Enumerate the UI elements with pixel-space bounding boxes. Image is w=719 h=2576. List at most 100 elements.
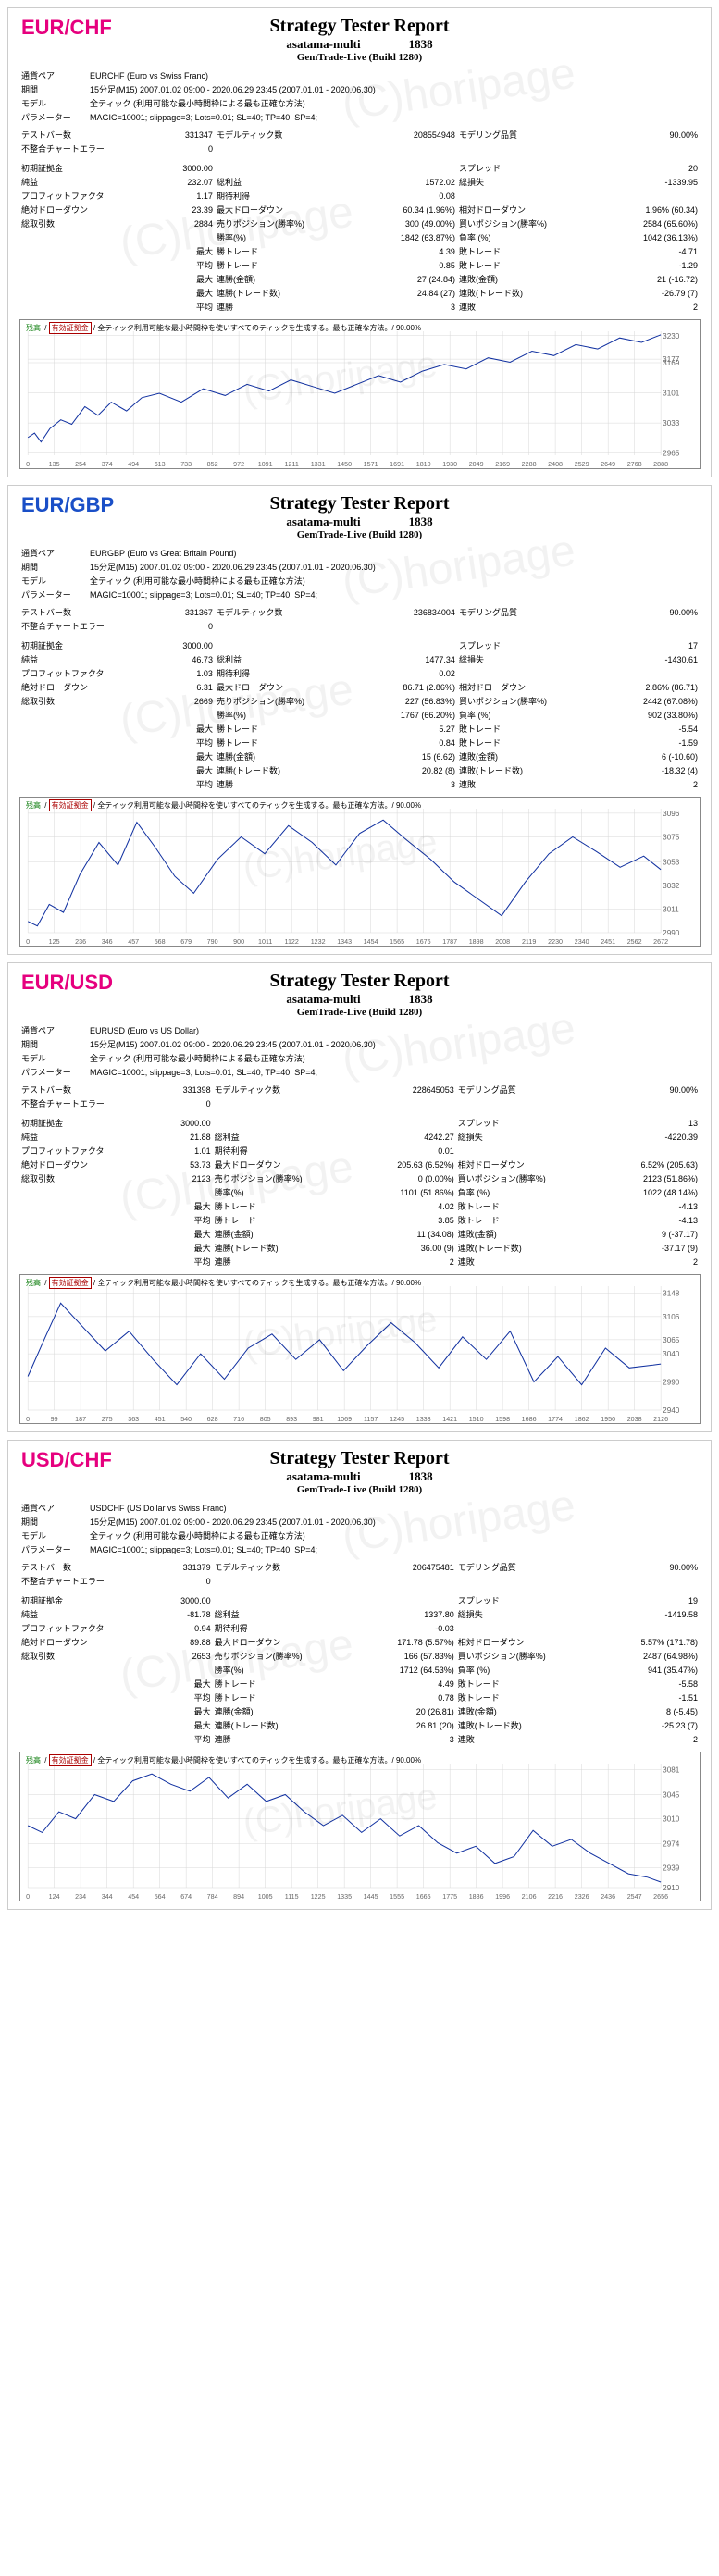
svg-text:275: 275 [102, 1417, 113, 1423]
svg-text:2451: 2451 [601, 939, 615, 946]
stats-table: テストバー数331367モデルティック数236834004モデリング品質90.0… [19, 605, 700, 791]
svg-text:363: 363 [128, 1417, 139, 1423]
svg-text:457: 457 [128, 939, 139, 946]
svg-text:3177: 3177 [663, 355, 680, 364]
svg-text:1069: 1069 [337, 1417, 352, 1423]
svg-text:3033: 3033 [663, 419, 680, 427]
svg-text:374: 374 [102, 462, 113, 468]
svg-text:1565: 1565 [390, 939, 404, 946]
svg-text:613: 613 [155, 462, 166, 468]
svg-text:1343: 1343 [337, 939, 352, 946]
svg-text:2008: 2008 [495, 939, 510, 946]
svg-text:1005: 1005 [258, 1894, 273, 1901]
svg-text:716: 716 [233, 1417, 244, 1423]
svg-text:0: 0 [26, 462, 30, 468]
svg-text:1686: 1686 [522, 1417, 537, 1423]
report-title: Strategy Tester Report [19, 971, 700, 992]
svg-text:1333: 1333 [416, 1417, 431, 1423]
svg-text:2547: 2547 [627, 1894, 642, 1901]
svg-text:679: 679 [180, 939, 192, 946]
svg-text:494: 494 [128, 462, 139, 468]
svg-text:2119: 2119 [522, 939, 536, 946]
svg-text:1211: 1211 [285, 462, 299, 468]
svg-text:2049: 2049 [469, 462, 484, 468]
stats-table: テストバー数331398モデルティック数228645053モデリング品質90.0… [19, 1083, 700, 1269]
svg-text:2768: 2768 [627, 462, 642, 468]
svg-text:790: 790 [207, 939, 218, 946]
svg-text:234: 234 [75, 1894, 86, 1901]
svg-text:1011: 1011 [258, 939, 272, 946]
svg-text:1775: 1775 [442, 1894, 457, 1901]
svg-text:2990: 2990 [663, 1379, 680, 1387]
svg-text:1454: 1454 [364, 939, 378, 946]
svg-text:1245: 1245 [390, 1417, 404, 1423]
svg-text:2656: 2656 [653, 1894, 668, 1901]
svg-text:1335: 1335 [337, 1894, 352, 1901]
svg-text:1232: 1232 [311, 939, 326, 946]
svg-text:3101: 3101 [663, 390, 680, 398]
svg-text:187: 187 [75, 1417, 86, 1423]
svg-text:2649: 2649 [601, 462, 615, 468]
stats-table: テストバー数331347モデルティック数208554948モデリング品質90.0… [19, 128, 700, 314]
svg-text:0: 0 [26, 1894, 30, 1901]
equity-chart: 残高 / 有効証拠金 / 全ティック利用可能な最小時間枠を使いすべてのティックを… [19, 319, 701, 469]
svg-text:1450: 1450 [337, 462, 352, 468]
info-table: 通貨ペアUSDCHF (US Dollar vs Swiss Franc) 期間… [19, 1501, 700, 1556]
svg-text:1331: 1331 [311, 462, 326, 468]
svg-text:2216: 2216 [548, 1894, 563, 1901]
svg-text:346: 346 [102, 939, 113, 946]
svg-text:1571: 1571 [364, 462, 378, 468]
svg-text:2436: 2436 [601, 1894, 615, 1901]
svg-text:451: 451 [155, 1417, 166, 1423]
svg-text:1091: 1091 [258, 462, 273, 468]
svg-text:2326: 2326 [575, 1894, 589, 1901]
svg-text:3011: 3011 [663, 905, 679, 913]
svg-text:1898: 1898 [469, 939, 484, 946]
svg-text:2910: 2910 [663, 1884, 680, 1892]
svg-text:3096: 3096 [663, 810, 680, 818]
report-title: Strategy Tester Report [19, 16, 700, 37]
svg-text:628: 628 [207, 1417, 218, 1423]
info-table: 通貨ペアEURUSD (Euro vs US Dollar) 期間15分足(M1… [19, 1023, 700, 1079]
pair-label: USD/CHF [21, 1448, 112, 1472]
svg-text:733: 733 [180, 462, 192, 468]
svg-text:1676: 1676 [416, 939, 431, 946]
report-title: Strategy Tester Report [19, 493, 700, 514]
svg-text:1157: 1157 [364, 1417, 378, 1423]
svg-text:540: 540 [180, 1417, 192, 1423]
svg-text:2888: 2888 [653, 462, 668, 468]
strategy-report: (C)horipage (C)horipage USD/CHF Strategy… [7, 1440, 712, 1910]
svg-text:2965: 2965 [663, 450, 680, 458]
svg-text:894: 894 [233, 1894, 244, 1901]
svg-text:236: 236 [75, 939, 86, 946]
svg-text:852: 852 [207, 462, 218, 468]
report-build: GemTrade-Live (Build 1280) [19, 1007, 700, 1018]
report-title: Strategy Tester Report [19, 1448, 700, 1469]
svg-text:2288: 2288 [522, 462, 537, 468]
svg-text:2038: 2038 [627, 1417, 642, 1423]
svg-text:1950: 1950 [601, 1417, 615, 1423]
stats-table: テストバー数331379モデルティック数206475481モデリング品質90.0… [19, 1560, 700, 1746]
svg-text:893: 893 [286, 1417, 297, 1423]
svg-text:1421: 1421 [442, 1417, 457, 1423]
svg-text:1665: 1665 [416, 1894, 431, 1901]
svg-text:2562: 2562 [627, 939, 642, 946]
svg-text:568: 568 [155, 939, 166, 946]
svg-text:1555: 1555 [390, 1894, 404, 1901]
svg-text:2940: 2940 [663, 1406, 680, 1415]
svg-text:2974: 2974 [663, 1839, 680, 1848]
svg-text:2672: 2672 [653, 939, 668, 946]
svg-text:3032: 3032 [663, 882, 680, 890]
svg-text:1774: 1774 [548, 1417, 563, 1423]
svg-text:1122: 1122 [285, 939, 299, 946]
svg-text:2169: 2169 [495, 462, 510, 468]
svg-text:784: 784 [207, 1894, 218, 1901]
svg-text:1930: 1930 [442, 462, 457, 468]
svg-text:1510: 1510 [469, 1417, 484, 1423]
svg-text:454: 454 [128, 1894, 139, 1901]
svg-text:1691: 1691 [390, 462, 404, 468]
svg-text:1862: 1862 [575, 1417, 589, 1423]
svg-text:3053: 3053 [663, 858, 680, 866]
svg-text:1225: 1225 [311, 1894, 326, 1901]
svg-text:2230: 2230 [548, 939, 563, 946]
